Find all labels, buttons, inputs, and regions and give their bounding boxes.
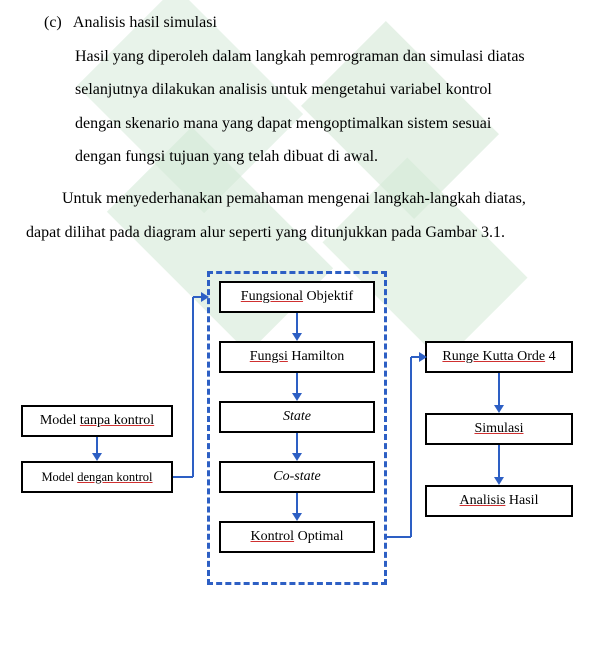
paragraph-1-line-4: dengan fungsi tujuan yang telah dibuat d… (75, 140, 590, 174)
node-fungsi-hamilton: Fungsi Hamilton (219, 341, 375, 373)
list-marker: (c) (44, 14, 62, 31)
node-fungsional-objektif: Fungsional Objektif (219, 281, 375, 313)
node-kontrol-optimal: Kontrol Optimal (219, 521, 375, 553)
paragraph-2-line-1: Untuk menyederhanakan pemahaman mengenai… (26, 182, 590, 216)
node-label: Simulasi (474, 421, 523, 437)
paragraph-1-line-3: dengan skenario mana yang dapat mengopti… (75, 107, 590, 141)
node-co-state: Co-state (219, 461, 375, 493)
node-label: Kontrol Optimal (251, 529, 344, 545)
paragraph-1-line-1: Hasil yang diperoleh dalam langkah pemro… (75, 40, 590, 74)
body-text: (c) Analisis hasil simulasi Hasil yang d… (0, 0, 590, 249)
node-model-tanpa-kontrol: Model tanpa kontrol (21, 405, 173, 437)
node-label: State (283, 409, 311, 425)
flowchart: Model tanpa kontrol Model dengan kontrol… (15, 267, 575, 597)
node-simulasi: Simulasi (425, 413, 573, 445)
node-analisis-hasil: Analisis Hasil (425, 485, 573, 517)
node-state: State (219, 401, 375, 433)
node-runge-kutta-4: Runge Kutta Orde 4 (425, 341, 573, 373)
node-model-dengan-kontrol: Model dengan kontrol (21, 461, 173, 493)
node-label: Model dengan kontrol (41, 470, 152, 485)
node-label: Fungsi Hamilton (250, 349, 345, 365)
node-label: Model tanpa kontrol (40, 413, 154, 429)
node-label: Runge Kutta Orde 4 (442, 349, 555, 365)
paragraph-2-line-2: dapat dilihat pada diagram alur seperti … (26, 216, 590, 250)
paragraph-1-line-2: selanjutnya dilakukan analisis untuk men… (75, 73, 590, 107)
node-label: Analisis Hasil (460, 493, 539, 509)
list-title: Analisis hasil simulasi (73, 14, 217, 31)
node-label: Co-state (273, 469, 320, 485)
node-label: Fungsional Objektif (241, 289, 353, 305)
